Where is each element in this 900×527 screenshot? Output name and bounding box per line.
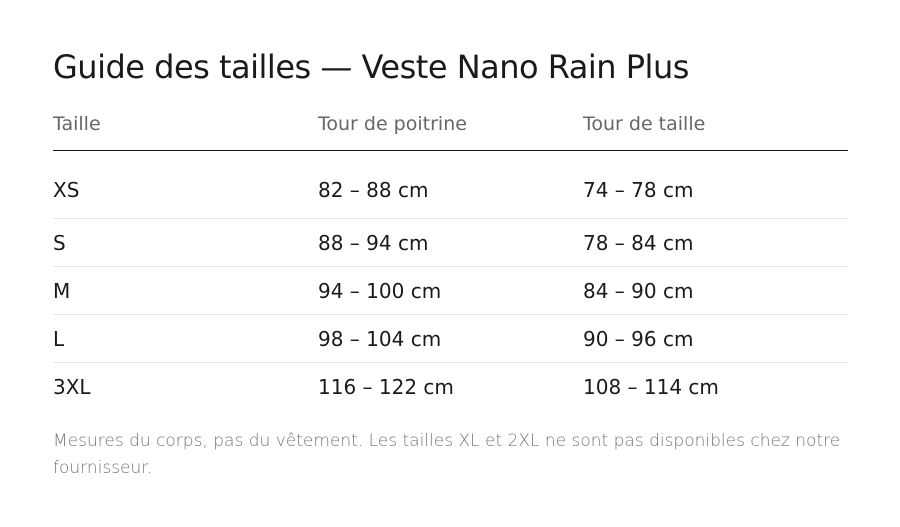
table-cell: 98 – 104 cm [318, 314, 583, 363]
column-header: Tour de taille [583, 110, 848, 151]
table-body: XS 82 – 88 cm 74 – 78 cm S 88 – 94 cm 78 – 84… [53, 150, 848, 411]
table-row: S 88 – 94 cm 78 – 84 cm [53, 218, 848, 267]
header-row: Taille Tour de poitrine Tour de taille [53, 110, 848, 151]
table-cell: 94 – 100 cm [318, 266, 583, 315]
table-cell: M [53, 266, 318, 315]
table-cell: XS [53, 150, 318, 219]
table-cell: 116 – 122 cm [318, 374, 454, 399]
table-row: 3XL 116 – 122 cm 108 – 114 cm [53, 363, 848, 411]
table-row: L 98 – 104 cm 90 – 96 cm [53, 314, 848, 363]
table-cell: 78 – 84 cm [583, 218, 848, 267]
table-cell: 88 – 94 cm [318, 218, 583, 267]
title: Guide des tailles — Veste Nano Rain Plus [53, 48, 689, 86]
note: Mesures du corps, pas du vêtement. Les t… [53, 431, 841, 478]
table-cell: 74 – 78 cm [583, 150, 848, 219]
table-cell: 3XL [53, 374, 91, 399]
size-table: Taille Tour de poitrine Tour de taille XS 8… [53, 110, 848, 410]
table-cell: 82 – 88 cm [318, 150, 583, 219]
column-header: Tour de poitrine [318, 110, 583, 151]
column-header: Taille [53, 110, 318, 151]
table-row: XS 82 – 88 cm 74 – 78 cm [53, 150, 848, 219]
table-cell: S [53, 218, 318, 267]
table-cell: 84 – 90 cm [583, 266, 848, 315]
table-cell: 108 – 114 cm [583, 374, 719, 399]
table-cell: 90 – 96 cm [583, 314, 848, 363]
table-cell: L [53, 314, 318, 363]
size-guide: Guide des tailles — Veste Nano Rain Plus… [53, 44, 848, 482]
table-row: M 94 – 100 cm 84 – 90 cm [53, 266, 848, 315]
